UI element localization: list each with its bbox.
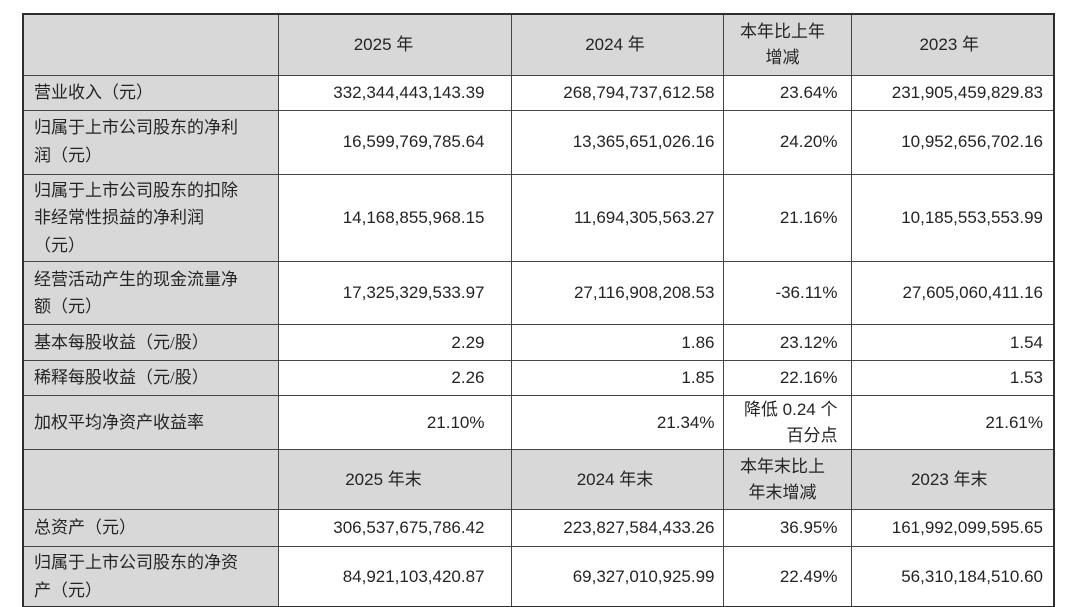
value-2023: 21.61% bbox=[850, 395, 1055, 451]
value-change: 降低 0.24 个 百分点 bbox=[722, 395, 852, 451]
value-change: 23.64% bbox=[722, 74, 852, 111]
table-row-basic-eps: 基本每股收益（元/股） 2.29 1.86 23.12% 1.54 bbox=[22, 324, 1055, 362]
value-2024: 1.85 bbox=[510, 360, 724, 397]
row-label: 营业收入（元） bbox=[22, 74, 279, 111]
value-2023: 56,310,184,510.60 bbox=[850, 546, 1055, 607]
value-2024: 27,116,908,208.53 bbox=[510, 261, 724, 326]
value-2025: 306,537,675,786.42 bbox=[277, 509, 512, 548]
value-2025: 332,344,443,143.39 bbox=[277, 74, 512, 111]
value-2023: 27,605,060,411.16 bbox=[850, 261, 1055, 326]
table-row-weighted-avg-roe: 加权平均净资产收益率 21.10% 21.34% 降低 0.24 个 百分点 2… bbox=[22, 395, 1055, 451]
value-change: 21.16% bbox=[722, 173, 852, 263]
header-row-period-end: 2025 年末 2024 年末 本年末比上 年末增减 2023 年末 bbox=[22, 449, 1055, 511]
value-2024: 223,827,584,433.26 bbox=[510, 509, 724, 548]
value-2023: 1.54 bbox=[850, 324, 1055, 362]
value-2025: 2.29 bbox=[277, 324, 512, 362]
value-change: -36.11% bbox=[722, 261, 852, 326]
value-2024: 13,365,651,026.16 bbox=[510, 109, 724, 175]
value-2025: 21.10% bbox=[277, 395, 512, 451]
col-header-2023-end: 2023 年末 bbox=[850, 449, 1055, 511]
header-label-cell bbox=[22, 449, 279, 511]
table-row-total-assets: 总资产（元） 306,537,675,786.42 223,827,584,43… bbox=[22, 509, 1055, 548]
value-2025: 16,599,769,785.64 bbox=[277, 109, 512, 175]
value-2025: 17,325,329,533.97 bbox=[277, 261, 512, 326]
table-row-net-assets: 归属于上市公司股东的净资 产（元） 84,921,103,420.87 69,3… bbox=[22, 546, 1055, 607]
table-row-revenue: 营业收入（元） 332,344,443,143.39 268,794,737,6… bbox=[22, 74, 1055, 111]
value-2024: 11,694,305,563.27 bbox=[510, 173, 724, 263]
value-change: 22.49% bbox=[722, 546, 852, 607]
value-change: 24.20% bbox=[722, 109, 852, 175]
col-header-yearend-change: 本年末比上 年末增减 bbox=[722, 449, 852, 511]
value-change: 23.12% bbox=[722, 324, 852, 362]
value-2023: 10,185,553,553.99 bbox=[850, 173, 1055, 263]
row-label: 总资产（元） bbox=[22, 509, 279, 548]
row-label: 基本每股收益（元/股） bbox=[22, 324, 279, 362]
row-label: 经营活动产生的现金流量净 额（元） bbox=[22, 261, 279, 326]
value-2025: 84,921,103,420.87 bbox=[277, 546, 512, 607]
row-label: 加权平均净资产收益率 bbox=[22, 395, 279, 451]
col-header-2024: 2024 年 bbox=[510, 13, 724, 76]
value-2023: 1.53 bbox=[850, 360, 1055, 397]
col-header-2024-end: 2024 年末 bbox=[510, 449, 724, 511]
col-header-yoy-change: 本年比上年 增减 bbox=[722, 13, 852, 76]
table-row-operating-cash-flow: 经营活动产生的现金流量净 额（元） 17,325,329,533.97 27,1… bbox=[22, 261, 1055, 326]
table-row-net-profit: 归属于上市公司股东的净利 润（元） 16,599,769,785.64 13,3… bbox=[22, 109, 1055, 175]
value-2024: 69,327,010,925.99 bbox=[510, 546, 724, 607]
value-2024: 268,794,737,612.58 bbox=[510, 74, 724, 111]
header-row-annual: 2025 年 2024 年 本年比上年 增减 2023 年 bbox=[22, 13, 1055, 76]
row-label: 归属于上市公司股东的净利 润（元） bbox=[22, 109, 279, 175]
col-header-2025: 2025 年 bbox=[277, 13, 512, 76]
value-2024: 1.86 bbox=[510, 324, 724, 362]
value-2025: 14,168,855,968.15 bbox=[277, 173, 512, 263]
header-label-cell bbox=[22, 13, 279, 76]
value-2023: 10,952,656,702.16 bbox=[850, 109, 1055, 175]
row-label: 稀释每股收益（元/股） bbox=[22, 360, 279, 397]
value-2023: 231,905,459,829.83 bbox=[850, 74, 1055, 111]
value-2023: 161,992,099,595.65 bbox=[850, 509, 1055, 548]
value-change: 22.16% bbox=[722, 360, 852, 397]
page: 2025 年 2024 年 本年比上年 增减 2023 年 营业收入（元） 33… bbox=[0, 13, 1080, 607]
value-2025: 2.26 bbox=[277, 360, 512, 397]
row-label: 归属于上市公司股东的扣除 非经常性损益的净利润 （元） bbox=[22, 173, 279, 263]
financial-summary-table: 2025 年 2024 年 本年比上年 增减 2023 年 营业收入（元） 33… bbox=[22, 13, 1055, 607]
table-row-diluted-eps: 稀释每股收益（元/股） 2.26 1.85 22.16% 1.53 bbox=[22, 360, 1055, 397]
col-header-2025-end: 2025 年末 bbox=[277, 449, 512, 511]
col-header-2023: 2023 年 bbox=[850, 13, 1055, 76]
table-row-net-profit-excl-nonrecurring: 归属于上市公司股东的扣除 非经常性损益的净利润 （元） 14,168,855,9… bbox=[22, 173, 1055, 263]
value-change: 36.95% bbox=[722, 509, 852, 548]
value-2024: 21.34% bbox=[510, 395, 724, 451]
row-label: 归属于上市公司股东的净资 产（元） bbox=[22, 546, 279, 607]
